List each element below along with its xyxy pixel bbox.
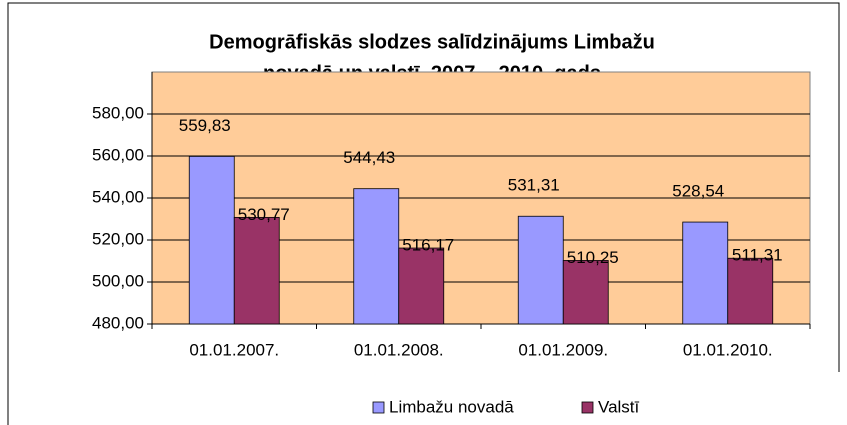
chart-title: Demogrāfiskās slodzes salīdzinājums Limb… [209, 31, 655, 53]
y-tick-label: 520,00 [92, 229, 144, 248]
bar [233, 216, 280, 325]
bar [682, 221, 729, 325]
bar [517, 215, 564, 325]
y-tick-label: 540,00 [92, 187, 144, 206]
bar [353, 188, 400, 325]
data-label: 511,31 [732, 246, 783, 265]
y-tick-label: 480,00 [92, 313, 144, 332]
bar [727, 257, 774, 325]
legend-label: Limbažu novadā [389, 397, 514, 416]
x-tick-label: 01.01.2010. [683, 340, 773, 359]
chart-frame [7, 2, 840, 425]
y-tick-label: 560,00 [92, 145, 144, 164]
bar [188, 155, 235, 325]
data-label: 510,25 [567, 248, 619, 267]
data-label: 531,31 [508, 176, 560, 195]
data-label: 559,83 [179, 116, 231, 135]
data-label: 544,43 [343, 148, 395, 167]
data-label: 528,54 [672, 182, 724, 201]
legend-swatch [372, 401, 385, 414]
x-tick-label: 01.01.2008. [354, 340, 444, 359]
y-tick-label: 580,00 [92, 103, 144, 122]
bar [562, 260, 609, 325]
x-tick-label: 01.01.2009. [518, 340, 608, 359]
data-label: 530,77 [238, 205, 290, 224]
y-tick-label: 500,00 [92, 271, 144, 290]
legend-swatch [581, 401, 594, 414]
data-label: 516,17 [402, 236, 454, 255]
x-tick-label: 01.01.2007. [189, 340, 279, 359]
bar [398, 247, 445, 325]
legend-label: Valstī [598, 397, 640, 416]
